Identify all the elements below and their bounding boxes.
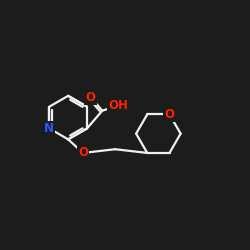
- Text: O: O: [86, 90, 96, 104]
- Text: OH: OH: [108, 99, 128, 112]
- Text: N: N: [44, 122, 54, 135]
- Text: O: O: [164, 108, 174, 121]
- Text: O: O: [78, 146, 88, 160]
